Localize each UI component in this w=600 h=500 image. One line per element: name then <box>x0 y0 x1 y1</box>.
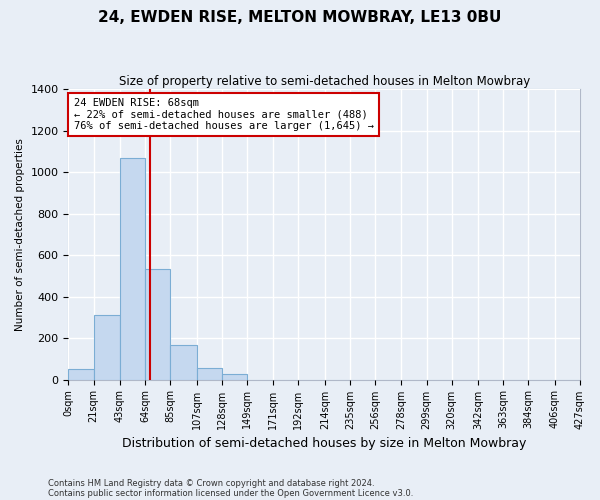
Bar <box>170 346 197 380</box>
Text: 24, EWDEN RISE, MELTON MOWBRAY, LE13 0BU: 24, EWDEN RISE, MELTON MOWBRAY, LE13 0BU <box>98 10 502 25</box>
Bar <box>145 268 170 380</box>
Bar <box>68 369 94 380</box>
Bar <box>120 158 145 380</box>
Text: Contains public sector information licensed under the Open Government Licence v3: Contains public sector information licen… <box>48 488 413 498</box>
Y-axis label: Number of semi-detached properties: Number of semi-detached properties <box>15 138 25 331</box>
Bar <box>94 316 120 380</box>
Text: 24 EWDEN RISE: 68sqm
← 22% of semi-detached houses are smaller (488)
76% of semi: 24 EWDEN RISE: 68sqm ← 22% of semi-detac… <box>74 98 374 131</box>
Text: Contains HM Land Registry data © Crown copyright and database right 2024.: Contains HM Land Registry data © Crown c… <box>48 478 374 488</box>
Bar <box>197 368 222 380</box>
X-axis label: Distribution of semi-detached houses by size in Melton Mowbray: Distribution of semi-detached houses by … <box>122 437 526 450</box>
Bar <box>222 374 247 380</box>
Title: Size of property relative to semi-detached houses in Melton Mowbray: Size of property relative to semi-detach… <box>119 75 530 88</box>
